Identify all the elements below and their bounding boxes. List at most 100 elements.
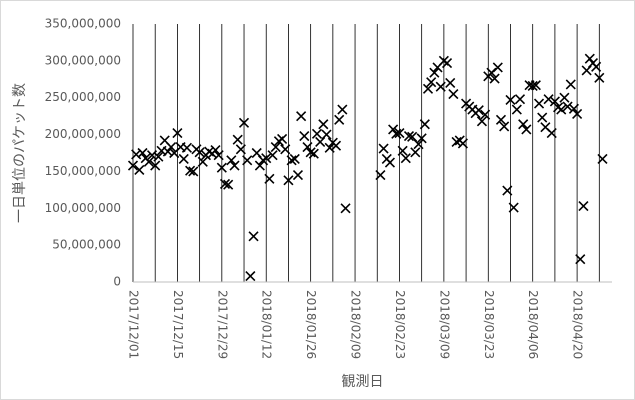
data-point xyxy=(394,128,405,139)
data-point xyxy=(330,140,342,151)
data-point xyxy=(511,104,522,115)
data-point xyxy=(419,119,430,130)
data-point xyxy=(277,133,288,145)
data-point xyxy=(172,128,183,139)
data-point xyxy=(137,147,148,159)
data-point xyxy=(232,134,243,145)
x-axis-tick-labels: 2017/12/01 2017/12/15 2017/12/29 2018/01/12… xyxy=(127,290,585,359)
data-point xyxy=(502,185,513,196)
x-tick-label: 2018/01/26 xyxy=(304,290,318,359)
data-point xyxy=(410,147,421,158)
data-point xyxy=(286,155,297,166)
data-point xyxy=(435,81,446,92)
data-point xyxy=(584,53,595,64)
data-point xyxy=(384,157,396,168)
data-point xyxy=(422,83,434,94)
data-point xyxy=(248,231,259,242)
data-point xyxy=(445,77,456,89)
x-axis-title: 観測日 xyxy=(342,373,384,390)
y-axis-title: 一日単位のパケット数 xyxy=(12,83,28,223)
data-point xyxy=(245,271,256,282)
data-point xyxy=(178,153,189,164)
data-point xyxy=(337,104,348,115)
data-point xyxy=(391,128,402,139)
data-point xyxy=(451,136,462,148)
data-point xyxy=(575,254,586,265)
vertical-gridlines xyxy=(132,24,600,282)
data-point xyxy=(448,88,459,100)
data-point xyxy=(597,153,608,164)
x-tick-label: 2018/03/23 xyxy=(482,290,496,359)
x-tick-label: 2017/12/15 xyxy=(171,290,185,359)
data-point xyxy=(533,98,545,109)
data-point xyxy=(397,145,408,156)
y-tick-label: 250,000,000 xyxy=(45,90,121,104)
data-point xyxy=(429,67,440,78)
data-point xyxy=(280,144,291,155)
y-tick-label: 150,000,000 xyxy=(45,164,121,178)
data-point xyxy=(340,203,351,214)
data-point xyxy=(219,178,231,190)
data-point xyxy=(543,94,554,105)
data-point xyxy=(505,94,516,105)
data-point xyxy=(489,73,500,84)
data-point xyxy=(226,155,237,166)
data-point xyxy=(426,77,437,88)
x-tick-label: 2018/03/09 xyxy=(437,290,451,359)
data-point xyxy=(486,67,497,78)
data-point xyxy=(321,129,332,140)
data-point xyxy=(185,165,196,176)
data-point xyxy=(267,150,278,161)
x-tick-label: 2018/02/23 xyxy=(393,290,407,359)
data-point xyxy=(388,124,399,135)
data-point xyxy=(495,114,507,125)
data-point xyxy=(457,138,468,149)
data-point xyxy=(127,160,139,171)
data-point xyxy=(413,139,424,150)
data-point xyxy=(594,72,605,83)
y-tick-label: 0 xyxy=(113,275,121,289)
data-point xyxy=(296,111,307,122)
data-point xyxy=(162,146,173,157)
x-tick-label: 2018/01/12 xyxy=(260,290,274,359)
data-point xyxy=(537,112,548,123)
data-point xyxy=(134,164,145,176)
data-point xyxy=(223,179,234,190)
data-point xyxy=(572,108,583,119)
data-point xyxy=(546,128,557,139)
data-point xyxy=(521,124,532,135)
data-point xyxy=(153,151,164,162)
data-points xyxy=(127,53,608,282)
data-point xyxy=(210,144,221,156)
data-point xyxy=(292,170,304,181)
data-point xyxy=(492,62,503,73)
data-point xyxy=(166,142,177,153)
data-point xyxy=(213,150,224,161)
y-tick-label: 350,000,000 xyxy=(45,17,121,31)
data-point xyxy=(311,128,323,139)
data-point xyxy=(559,92,570,103)
y-tick-label: 200,000,000 xyxy=(45,127,121,141)
data-point xyxy=(229,160,240,171)
data-point xyxy=(308,148,319,159)
data-point xyxy=(549,96,560,107)
data-point xyxy=(441,58,453,69)
data-point xyxy=(143,156,154,167)
data-point xyxy=(480,109,491,120)
data-point xyxy=(378,143,389,154)
y-axis-tick-labels: 0 50,000,000 100,000,000 150,000,000 200,000… xyxy=(45,17,121,289)
data-point xyxy=(562,101,573,112)
data-point xyxy=(514,94,526,105)
data-point xyxy=(283,175,294,186)
data-point xyxy=(242,155,253,166)
data-point xyxy=(188,166,199,177)
data-point xyxy=(508,202,519,213)
data-point xyxy=(334,114,345,125)
data-point xyxy=(400,153,411,164)
data-point xyxy=(289,153,300,164)
data-point xyxy=(324,142,335,153)
data-point xyxy=(238,117,250,128)
data-point xyxy=(565,79,576,90)
data-point xyxy=(530,80,541,91)
data-point xyxy=(305,147,316,158)
